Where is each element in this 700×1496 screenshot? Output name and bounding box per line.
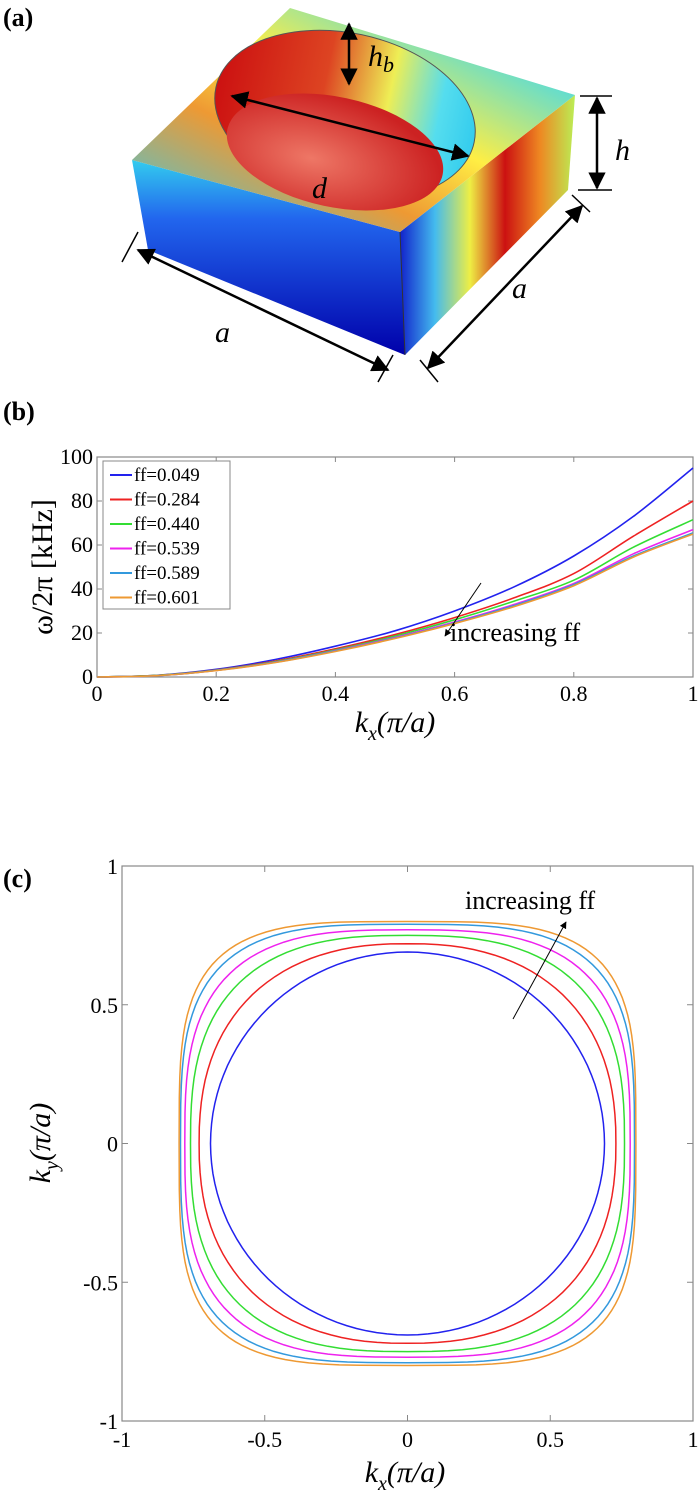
block-edge [399,231,406,356]
panel-a-unit-cell-illustration: (a) hb d h a a [3,3,630,383]
y-tick-label: 0 [107,1132,118,1157]
plot-b-frame [96,456,694,678]
h-label: h [615,134,630,167]
legend-entry: ff=0.440 [134,514,200,535]
y-tick-label: 100 [60,444,93,469]
y-axis-label-c: ky(π/a) [24,1103,63,1184]
y-tick-label: -0.5 [83,1270,118,1295]
contour-line [189,934,626,1353]
hb-label: hb [368,40,394,77]
annotation-arrow-c [512,921,567,1020]
y-tick-label: 40 [71,576,93,601]
legend-entry: ff=0.539 [134,539,200,560]
a-front-arrow [136,248,390,372]
legend-entry: ff=0.049 [134,465,200,486]
d-label: d [312,172,328,205]
x-tick-label: 0.6 [441,681,469,706]
a-tick-left [121,231,139,263]
y-tick-label: 0 [82,664,93,689]
legend-entry: ff=0.589 [134,563,200,584]
panel-c-isofrequency-chart: (c) -1 -0.5 0 0.5 1 -1 -0.5 0 0.5 1 increasing ff… [3,854,699,1495]
y-axis-label-b: ω/2π [kHz] [26,499,59,635]
x-tick-label: -0.5 [247,1427,282,1452]
contour-line [178,920,637,1367]
legend-entry: ff=0.284 [134,490,200,511]
x-tick-label: 0 [402,1427,413,1452]
y-tick-label: 1 [107,854,118,879]
contour-line [209,951,606,1336]
contour-line [179,923,636,1364]
x-tick-label: 1 [688,1427,699,1452]
panel-b-label: (b) [3,397,35,426]
a-tick-right [419,359,439,383]
x-tick-label: 1 [688,681,699,706]
d-arrow [230,91,470,161]
x-tick-label: 0 [92,681,103,706]
a-side-label: a [512,272,527,305]
annotation-arrow-b [444,582,482,637]
x-axis-label-c: kx(π/a) [365,1456,446,1495]
x-tick-label: 0.2 [202,681,230,706]
annotation-c: increasing ff [465,886,596,915]
a-tick-far [571,194,591,213]
y-tick-label: -1 [100,1409,118,1434]
a-side-arrow [426,204,584,370]
a-front-label: a [215,316,230,349]
panel-c-label: (c) [3,864,32,893]
legend-entry: ff=0.601 [134,588,200,609]
x-tick-label: -1 [113,1427,131,1452]
annotation-b: increasing ff [450,618,581,647]
panel-a-label: (a) [3,3,33,32]
contour-line [184,929,631,1358]
x-tick-label: 0.8 [560,681,588,706]
y-tick-label: 80 [71,488,93,513]
y-tick-label: 0.5 [91,993,119,1018]
y-tick-label: 20 [71,620,93,645]
legend-box [102,460,231,610]
x-tick-label: 0.4 [322,681,350,706]
x-axis-label-b: kx(π/a) [355,706,436,745]
panel-b-dispersion-chart: (b) 0 0.2 0.4 0.6 0.8 1 0 20 40 60 80 100 ff=0.049 f… [3,397,699,745]
plot-c-frame [121,865,694,1422]
y-tick-label: 60 [71,532,93,557]
x-tick-label: 0.5 [537,1427,565,1452]
contour-line [198,942,617,1345]
series-line-ff=0.601 [96,533,694,678]
